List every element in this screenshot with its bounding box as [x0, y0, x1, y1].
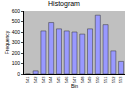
svg-text:546: 546 [64, 76, 69, 83]
svg-text:541: 541 [25, 76, 30, 83]
svg-text:550: 550 [95, 76, 100, 83]
svg-text:544: 544 [48, 76, 53, 83]
svg-text:Histogram: Histogram [48, 0, 80, 8]
svg-text:100: 100 [12, 60, 21, 66]
svg-text:542: 542 [33, 76, 38, 83]
svg-text:552: 552 [111, 76, 116, 83]
svg-text:547: 547 [72, 76, 77, 83]
svg-text:500: 500 [12, 18, 21, 24]
svg-text:600: 600 [12, 8, 21, 14]
svg-text:Bin: Bin [71, 83, 78, 89]
svg-text:300: 300 [12, 39, 21, 45]
svg-text:400: 400 [12, 29, 21, 35]
svg-text:553: 553 [118, 76, 123, 83]
svg-text:548: 548 [80, 76, 85, 83]
svg-text:200: 200 [12, 50, 21, 56]
svg-text:0: 0 [17, 71, 20, 77]
svg-text:551: 551 [103, 76, 108, 83]
svg-text:543: 543 [41, 76, 46, 83]
svg-text:Frequency: Frequency [4, 30, 10, 54]
svg-text:545: 545 [56, 76, 61, 83]
svg-text:549: 549 [87, 76, 92, 83]
